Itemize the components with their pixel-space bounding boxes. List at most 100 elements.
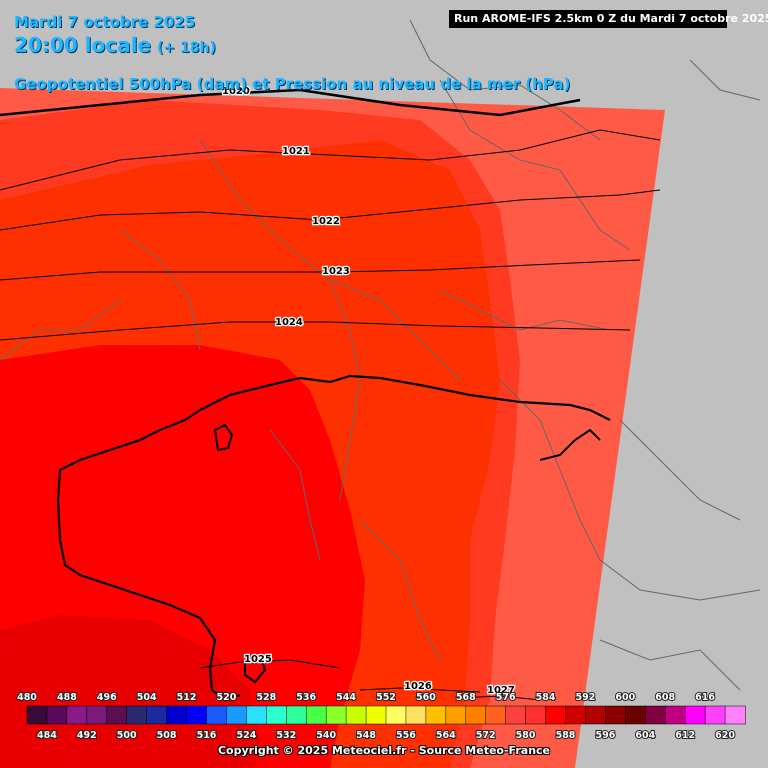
legend-bottom-label: 540	[316, 730, 336, 741]
legend-swatch	[465, 705, 487, 725]
legend-swatch	[146, 705, 168, 725]
legend-top-label: 608	[655, 692, 675, 703]
legend-top-label: 480	[17, 692, 37, 703]
legend-swatch	[345, 705, 367, 725]
legend-bottom-label: 572	[476, 730, 496, 741]
legend-top-label: 496	[97, 692, 117, 703]
legend-top-label: 544	[336, 692, 356, 703]
legend-bottom-label: 580	[516, 730, 536, 741]
legend-swatch	[525, 705, 547, 725]
isobar-1023	[0, 259, 641, 281]
legend-swatch	[445, 705, 467, 725]
isobar-label-1020: 1020	[222, 86, 250, 97]
island-coast	[213, 423, 234, 452]
isobar-label-1025: 1025	[244, 654, 272, 665]
legend-swatch	[66, 705, 88, 725]
legend-bottom-label: 548	[356, 730, 376, 741]
legend-swatch	[246, 705, 267, 725]
legend-bottom-label: 492	[77, 730, 97, 741]
legend-bottom-label: 604	[635, 730, 655, 741]
legend-swatch	[126, 705, 148, 725]
country-borders	[0, 19, 761, 691]
copyright: Copyright © 2025 Meteociel.fr - Source M…	[217, 744, 551, 757]
isobar-1021	[0, 129, 661, 191]
legend-swatch	[266, 705, 287, 725]
legend-bottom-label: 508	[157, 730, 177, 741]
legend-bottom-label: 588	[556, 730, 576, 741]
legend-swatch	[704, 705, 726, 725]
legend-swatch	[605, 705, 626, 725]
legend-top-label: 616	[695, 692, 715, 703]
legend-swatch	[684, 705, 706, 725]
legend-bottom-label: 596	[595, 730, 615, 741]
run-info: Run AROME-IFS 2.5km 0 Z du Mardi 7 octob…	[449, 10, 768, 28]
legend-top-label: 560	[416, 692, 436, 703]
legend-top-label: 504	[137, 692, 157, 703]
legend-swatch	[385, 705, 407, 725]
field-title: Geopotentiel 500hPa (dam) et Pression au…	[14, 75, 571, 93]
legend-top-label: 584	[536, 692, 556, 703]
legend-top-label: 488	[57, 692, 77, 703]
isobar-label-1023: 1023	[322, 266, 350, 277]
forecast-date: Mardi 7 octobre 2025	[14, 13, 196, 31]
isobar-label-1024: 1024	[275, 317, 303, 328]
legend-swatch	[645, 705, 666, 725]
legend-swatch	[186, 705, 208, 725]
legend-top-label: 552	[376, 692, 396, 703]
legend-bottom-label: 564	[436, 730, 456, 741]
coast-east	[539, 428, 601, 461]
legend-bottom-labels: 484 492 500 508 516 524 532 540 548 556 564 572 580 5…	[36, 729, 736, 742]
isobar-label-1021: 1021	[282, 146, 310, 157]
legend-bottom-label: 620	[715, 730, 735, 741]
legend-top-label: 520	[216, 692, 236, 703]
legend-bottom-label: 612	[675, 730, 695, 741]
legend-swatch	[585, 705, 607, 725]
isobar-1022	[0, 189, 661, 231]
legend-top-label: 600	[615, 692, 635, 703]
legend-swatch	[26, 705, 48, 725]
forecast-time: 20:00 locale (+ 18h)	[14, 33, 216, 57]
legend-swatch	[724, 705, 746, 725]
legend-bottom-label: 484	[37, 730, 57, 741]
forecast-time-value: 20:00 locale	[14, 33, 151, 57]
legend-swatch	[166, 705, 188, 725]
legend-bottom-label: 516	[197, 730, 217, 741]
legend-bottom-label: 500	[117, 730, 137, 741]
coastline	[56, 374, 611, 702]
legend-swatch	[86, 705, 108, 725]
legend-swatch	[545, 705, 567, 725]
legend-top-label: 528	[256, 692, 276, 703]
isobar-1024	[0, 321, 631, 341]
legend-swatch	[625, 705, 646, 725]
legend-top-label: 592	[575, 692, 595, 703]
legend-top-label: 576	[496, 692, 516, 703]
legend-swatch	[46, 705, 68, 725]
isobar-1025	[199, 659, 341, 669]
legend-swatch	[365, 705, 387, 725]
isobar-1026	[359, 687, 481, 693]
legend-swatch	[305, 705, 327, 725]
isobars	[0, 88, 661, 701]
isobar-label-1027: 1027	[487, 685, 515, 696]
legend-top-labels: 480 488 496 504 512 520 528 536 544 552 560 568 576 5…	[16, 691, 716, 704]
legend-swatch	[226, 705, 248, 725]
legend-swatch	[664, 705, 686, 725]
legend-top-label: 512	[177, 692, 197, 703]
legend-top-label: 536	[296, 692, 316, 703]
geopotential-592-zone	[0, 615, 260, 768]
legend-swatch	[425, 705, 447, 725]
legend-bottom-label: 532	[276, 730, 296, 741]
isobar-label-1026: 1026	[404, 681, 432, 692]
legend-swatch	[565, 705, 587, 725]
isobar-1020	[0, 88, 581, 117]
legend-swatch	[325, 705, 347, 725]
isobar-1027	[459, 695, 541, 701]
legend-swatch	[286, 705, 307, 725]
legend-top-label: 568	[456, 692, 476, 703]
legend-bottom-label: 524	[236, 730, 256, 741]
isobar-label-1022: 1022	[312, 216, 340, 227]
legend-bottom-label: 556	[396, 730, 416, 741]
coast-south	[244, 653, 267, 684]
legend-swatch	[206, 705, 228, 725]
